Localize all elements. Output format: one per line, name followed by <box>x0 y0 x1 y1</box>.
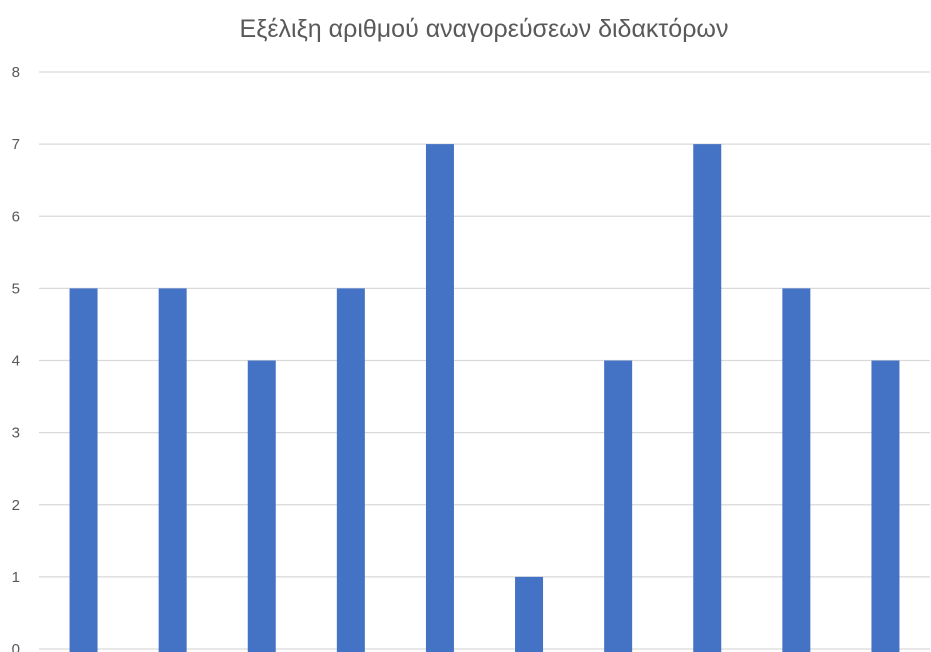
bar-6 <box>515 576 544 652</box>
bars <box>69 144 900 652</box>
bar-9 <box>782 288 811 652</box>
bar-8 <box>693 144 722 652</box>
bar-7 <box>604 360 633 652</box>
y-tick-label: 3 <box>12 425 20 442</box>
bar-4 <box>336 288 365 652</box>
bar-1 <box>69 288 98 652</box>
y-tick-label: 2 <box>12 497 20 514</box>
bar-5 <box>425 144 454 652</box>
bar-10 <box>871 360 900 652</box>
y-tick-label: 6 <box>12 208 20 225</box>
y-tick-label: 1 <box>12 569 20 586</box>
y-tick-label: 7 <box>12 136 20 153</box>
chart-title: Εξέλιξη αριθμού αναγορεύσεων διδακτόρων <box>240 15 729 43</box>
y-tick-label: 5 <box>12 280 20 297</box>
y-tick-label: 0 <box>12 641 20 652</box>
bar-3 <box>247 360 276 652</box>
y-axis-tick-labels: 0 1 2 3 4 5 6 7 8 <box>12 64 20 652</box>
y-tick-label: 4 <box>12 353 20 370</box>
y-tick-label: 8 <box>12 64 20 81</box>
bar-2 <box>158 288 187 652</box>
gridlines <box>39 71 930 650</box>
